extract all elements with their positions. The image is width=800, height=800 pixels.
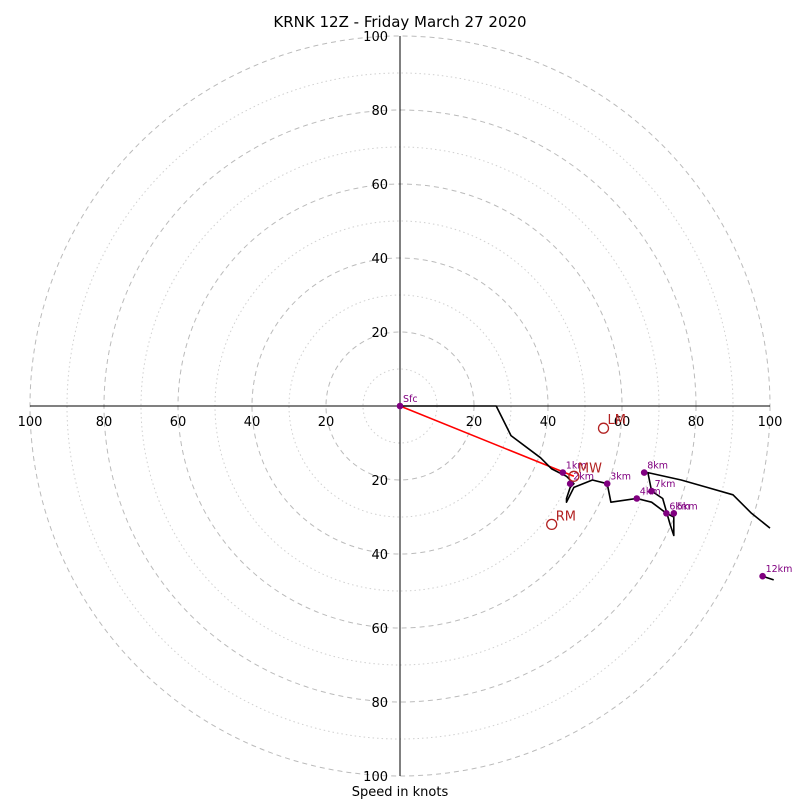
height-point-2km bbox=[566, 480, 574, 488]
hodograph-trace bbox=[400, 405, 774, 581]
height-markers: Sfc1km2km3km4km5km6km7km8km12km bbox=[396, 394, 793, 580]
tick-label-right-100: 100 bbox=[758, 415, 783, 430]
motion-label-rm: RM bbox=[556, 509, 576, 524]
height-point-1km bbox=[559, 469, 567, 476]
height-label-6km: 6km bbox=[669, 501, 690, 512]
height-label-1km: 1km bbox=[566, 461, 587, 472]
tick-label-left-20: 20 bbox=[318, 415, 335, 430]
height-point-sfc bbox=[396, 402, 404, 410]
tick-label-bottom-60: 60 bbox=[371, 622, 388, 637]
height-point-5km bbox=[670, 510, 678, 517]
tick-label-right-40: 40 bbox=[540, 415, 557, 430]
chart-title: KRNK 12Z - Friday March 27 2020 bbox=[273, 13, 526, 31]
tick-labels: 20 20 20 40 40 40 60 60 60 80 80 80 100 100 100 100 80 60… bbox=[18, 30, 783, 785]
tick-label-left-60: 60 bbox=[170, 415, 187, 430]
x-axis-label: Speed in knots bbox=[352, 785, 449, 800]
tick-label-top-60: 60 bbox=[371, 178, 388, 193]
shear-vector bbox=[399, 405, 575, 478]
height-point-4km bbox=[633, 495, 641, 502]
height-point-6km bbox=[663, 510, 670, 517]
height-label-8km: 8km bbox=[647, 461, 668, 472]
height-label-sfc: Sfc bbox=[403, 394, 418, 405]
tick-label-bottom-100: 100 bbox=[363, 770, 388, 785]
tick-label-bottom-20: 20 bbox=[371, 474, 388, 489]
hodograph-line bbox=[400, 405, 771, 537]
motion-label-mw: MW bbox=[578, 461, 602, 476]
tick-label-right-80: 80 bbox=[688, 415, 705, 430]
tick-label-top-20: 20 bbox=[371, 326, 388, 341]
height-label-12km: 12km bbox=[766, 564, 793, 575]
tick-label-left-100: 100 bbox=[18, 415, 43, 430]
tick-label-right-60: 60 bbox=[614, 415, 631, 430]
motion-label-lm: LM bbox=[608, 413, 626, 428]
height-label-3km: 3km bbox=[610, 472, 631, 483]
height-point-7km bbox=[648, 487, 655, 495]
shear-line bbox=[399, 405, 575, 478]
motion-point-lm bbox=[597, 422, 610, 434]
tick-label-top-40: 40 bbox=[371, 252, 388, 267]
tick-label-left-80: 80 bbox=[96, 415, 113, 430]
height-label-7km: 7km bbox=[655, 479, 676, 490]
storm-motion-markers: LM MW RM bbox=[546, 413, 626, 531]
height-label-5km: 5km bbox=[677, 501, 698, 512]
motion-point-rm bbox=[546, 518, 558, 531]
tick-label-left-40: 40 bbox=[244, 415, 261, 430]
tick-label-bottom-40: 40 bbox=[371, 548, 388, 563]
height-point-3km bbox=[603, 480, 611, 488]
height-point-8km bbox=[640, 469, 648, 476]
tick-label-right-20: 20 bbox=[466, 415, 483, 430]
height-point-12km bbox=[759, 572, 766, 580]
tick-label-top-80: 80 bbox=[371, 104, 388, 119]
tick-label-bottom-80: 80 bbox=[371, 696, 388, 711]
height-label-2km: 2km bbox=[573, 472, 594, 483]
tick-label-top-100: 100 bbox=[363, 30, 388, 45]
motion-point-mw bbox=[568, 470, 580, 482]
